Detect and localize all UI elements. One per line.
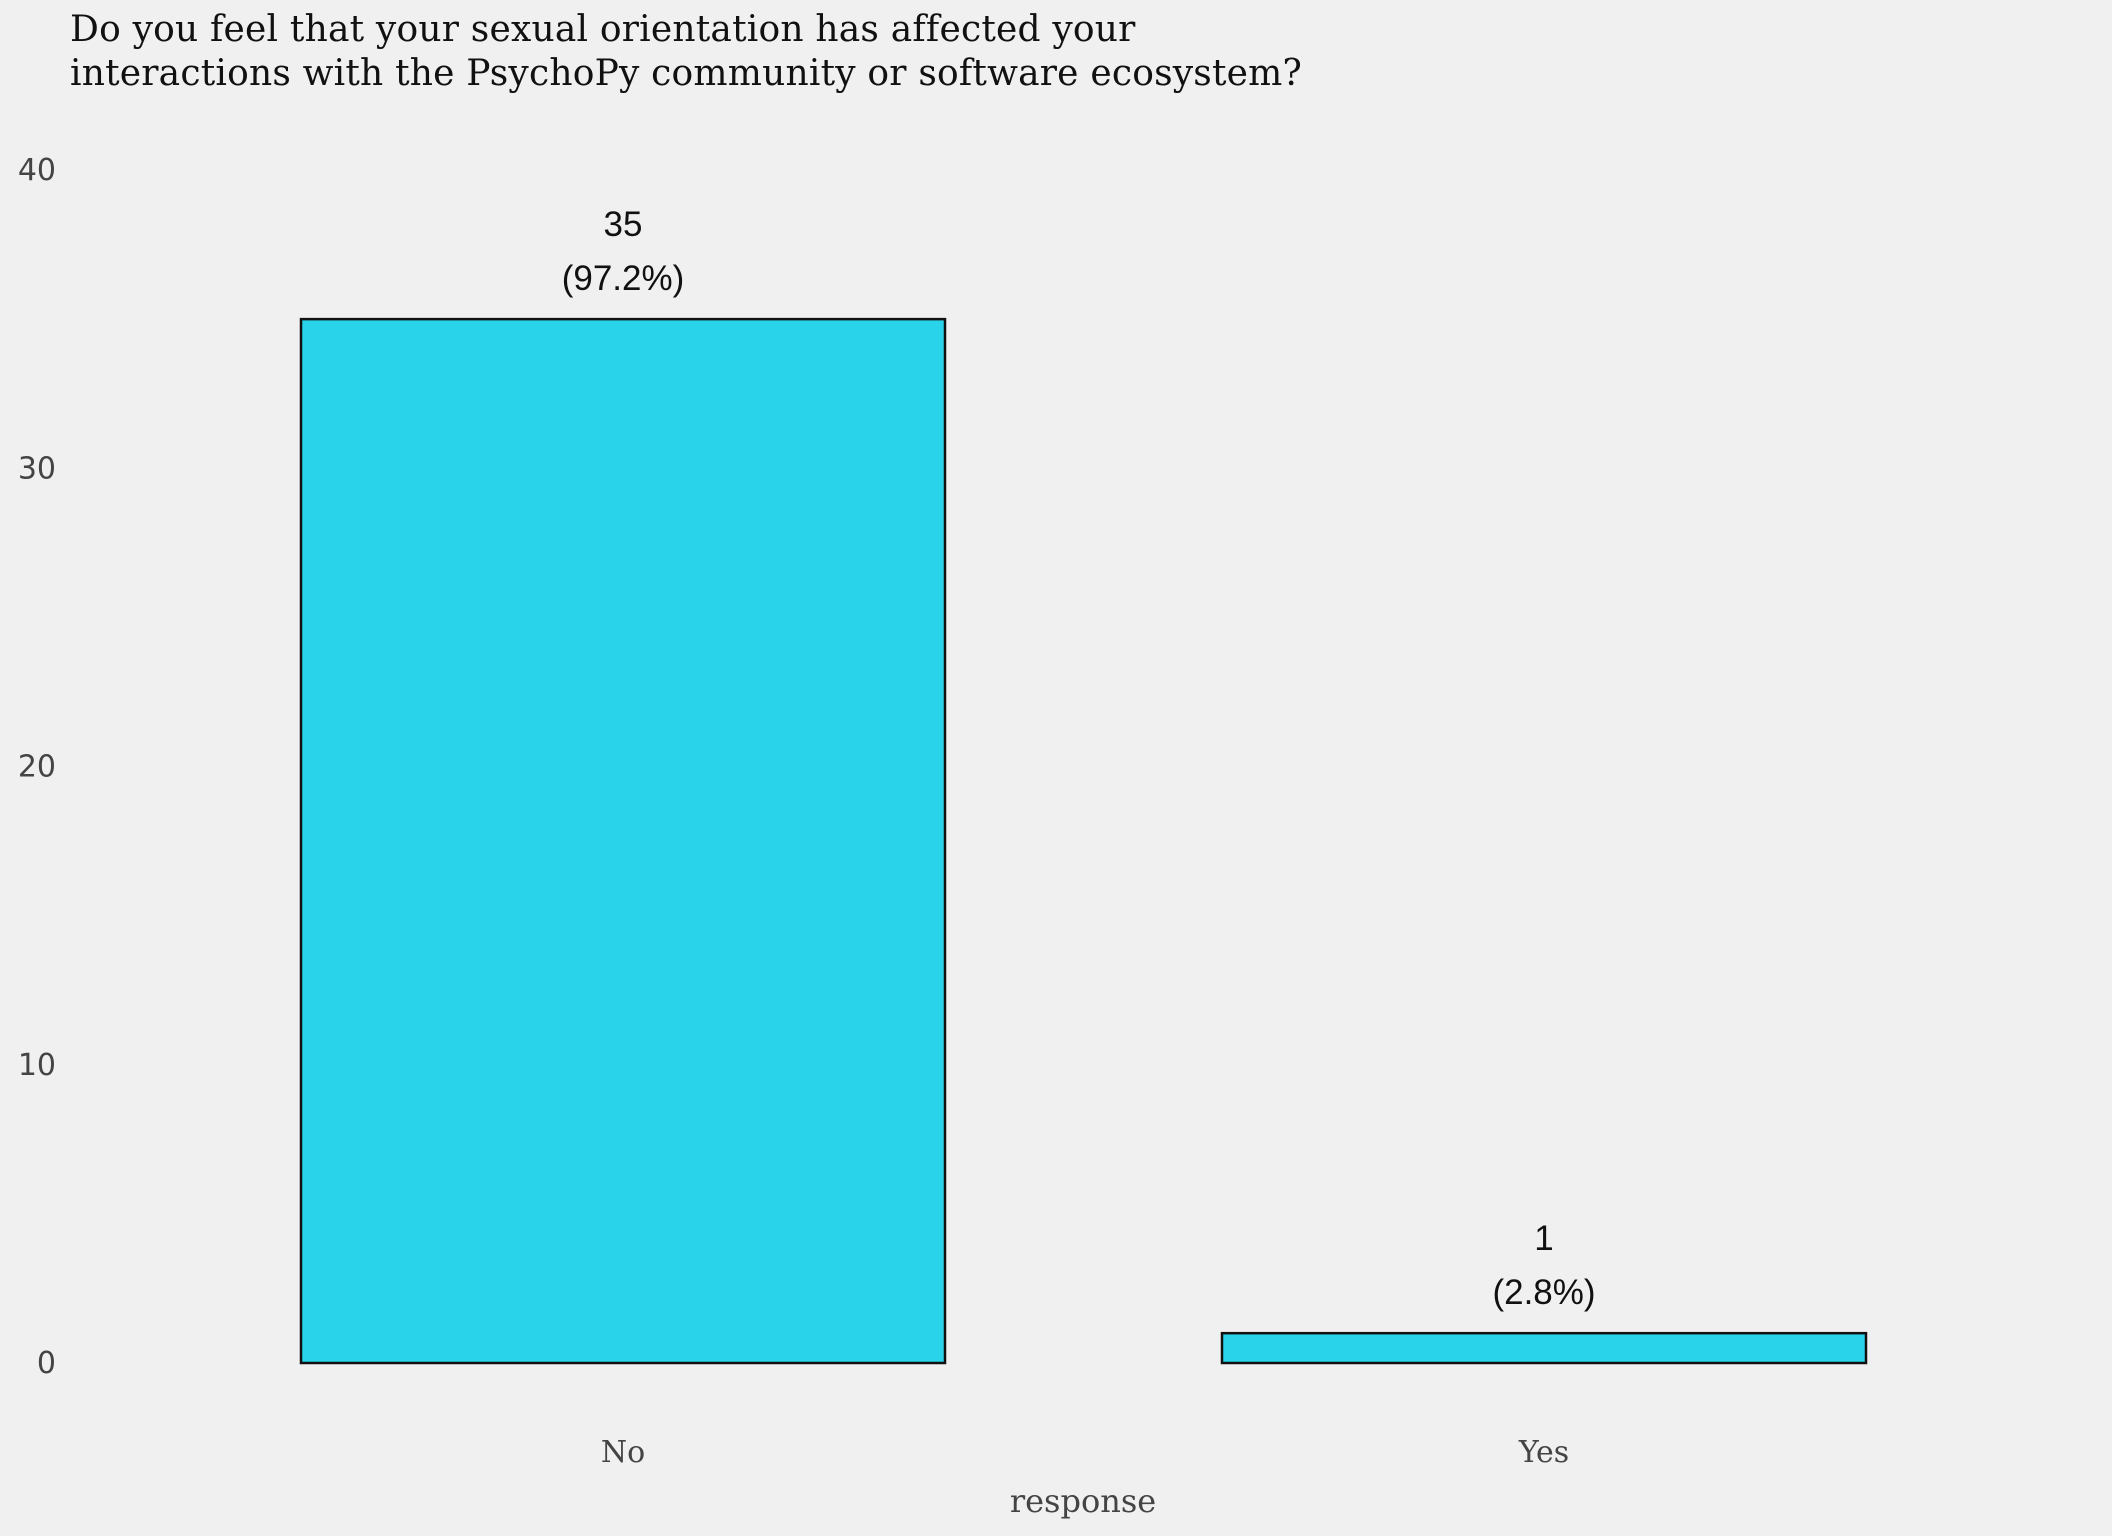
bar-no — [299, 317, 947, 1365]
y-tick-label: 40 — [18, 153, 56, 188]
data-label-percent: (2.8%) — [1492, 1273, 1595, 1312]
x-axis-ticks: No Yes — [601, 1435, 1569, 1470]
y-tick-label: 20 — [18, 750, 56, 785]
chart-title-line-2: interactions with the PsychoPy community… — [70, 53, 1302, 94]
y-axis-ticks: 0 10 20 30 40 — [18, 153, 56, 1381]
y-tick-label: 10 — [18, 1048, 56, 1083]
bars — [299, 317, 1868, 1365]
bar-yes — [1220, 1331, 1868, 1365]
data-label-count: 35 — [604, 205, 643, 244]
x-axis-label: response — [1010, 1482, 1156, 1520]
chart-title: Do you feel that your sexual orientation… — [70, 8, 1302, 96]
data-labels: 35 (97.2%) 1 (2.8%) — [562, 205, 1596, 1312]
y-tick-label: 30 — [18, 451, 56, 486]
y-tick-label: 0 — [37, 1346, 56, 1381]
data-label-count: 1 — [1534, 1219, 1553, 1258]
chart-title-line-1: Do you feel that your sexual orientation… — [70, 9, 1136, 50]
data-label-percent: (97.2%) — [562, 259, 685, 298]
x-tick-label: Yes — [1518, 1435, 1569, 1470]
x-tick-label: No — [601, 1435, 645, 1470]
